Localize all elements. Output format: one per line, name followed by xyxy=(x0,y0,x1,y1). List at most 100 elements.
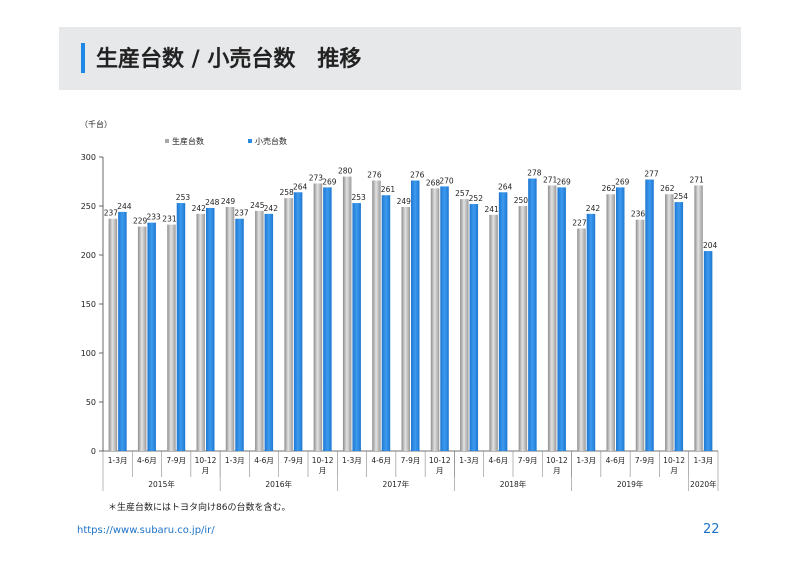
x-category-label: 1-3月 xyxy=(576,456,596,465)
data-label: 269 xyxy=(322,177,337,186)
bar-production xyxy=(284,198,293,451)
x-category-label: 1-3月 xyxy=(342,456,362,465)
bar-retail xyxy=(235,218,244,451)
data-label: 271 xyxy=(689,175,704,184)
x-category-label: 7-9月 xyxy=(166,456,186,465)
x-category-label: 10-12 xyxy=(663,456,685,465)
data-label: 276 xyxy=(367,171,382,180)
x-category-label: 月 xyxy=(670,466,678,475)
data-label: 250 xyxy=(514,196,529,205)
data-label: 269 xyxy=(557,177,572,186)
bar-retail xyxy=(206,207,215,451)
data-label: 244 xyxy=(117,202,132,211)
data-label: 280 xyxy=(338,167,353,176)
bar-production xyxy=(489,214,498,451)
bar-production xyxy=(401,206,410,451)
x-category-label: 10-12 xyxy=(195,456,217,465)
bar-production xyxy=(577,228,586,451)
year-label: 2017年 xyxy=(383,479,410,489)
ir-url-link[interactable]: https://www.subaru.co.jp/ir/ xyxy=(77,525,215,536)
data-label: 257 xyxy=(455,189,470,198)
unit-label: （千台） xyxy=(80,119,112,129)
bar-retail xyxy=(176,203,186,451)
bar-production xyxy=(665,194,674,452)
x-category-label: 月 xyxy=(436,466,444,475)
data-label: 264 xyxy=(293,182,308,191)
bar-production xyxy=(635,219,645,451)
x-category-label: 4-6月 xyxy=(137,456,157,465)
page-number: 22 xyxy=(703,522,720,537)
bar-retail xyxy=(264,213,274,451)
x-category-label: 10-12 xyxy=(312,456,334,465)
data-label: 269 xyxy=(615,177,630,186)
bar-production xyxy=(518,206,528,451)
title-banner: 生産台数 / 小売台数 推移 xyxy=(59,27,741,90)
data-label: 252 xyxy=(469,194,484,203)
bar-production xyxy=(137,226,147,451)
data-label: 270 xyxy=(439,176,454,185)
bar-retail xyxy=(674,202,684,451)
footnote: ＊生産台数にはトヨタ向け86の台数を含む。 xyxy=(108,503,291,513)
data-label: 245 xyxy=(250,201,265,210)
bar-production xyxy=(196,213,205,451)
x-category-label: 4-6月 xyxy=(371,456,391,465)
legend-swatch-2 xyxy=(248,139,252,143)
title-accent-bar xyxy=(81,43,85,73)
bar-production xyxy=(108,218,118,451)
year-label: 2018年 xyxy=(500,479,527,489)
x-category-label: 7-9月 xyxy=(283,456,303,465)
data-label: 253 xyxy=(176,193,191,202)
x-category-label: 1-3月 xyxy=(459,456,479,465)
bar-production xyxy=(547,185,557,452)
x-category-label: 1-3月 xyxy=(693,456,713,465)
data-label: 249 xyxy=(397,197,412,206)
x-category-label: 7-9月 xyxy=(401,456,421,465)
bar-retail xyxy=(381,195,391,451)
legend-label-1: 生産台数 xyxy=(172,136,204,146)
y-tick-label: 50 xyxy=(86,398,96,407)
data-label: 248 xyxy=(205,198,220,207)
data-label: 271 xyxy=(543,175,558,184)
bar-retail xyxy=(147,222,156,451)
bar-production xyxy=(167,224,176,451)
x-category-label: 4-6月 xyxy=(254,456,274,465)
data-label: 233 xyxy=(147,213,162,222)
data-label: 262 xyxy=(660,184,675,193)
x-category-label: 月 xyxy=(202,466,210,475)
year-label: 2015年 xyxy=(148,479,175,489)
bar-retail xyxy=(645,179,654,452)
bar-retail xyxy=(352,203,361,451)
data-label: 277 xyxy=(644,170,659,179)
data-label: 229 xyxy=(133,217,148,226)
data-label: 231 xyxy=(162,215,177,224)
data-label: 236 xyxy=(631,210,646,219)
data-label: 261 xyxy=(381,185,396,194)
data-label: 273 xyxy=(309,173,324,182)
data-label: 237 xyxy=(234,209,249,218)
y-tick-label: 250 xyxy=(81,202,96,211)
data-label: 242 xyxy=(192,204,207,213)
legend-swatch-1 xyxy=(165,139,169,143)
bar-production xyxy=(606,194,615,452)
data-label: 237 xyxy=(104,209,119,218)
y-tick-label: 200 xyxy=(81,251,96,260)
data-label: 227 xyxy=(572,219,587,228)
bar-retail xyxy=(293,192,303,451)
x-category-label: 4-6月 xyxy=(488,456,508,465)
bar-production xyxy=(225,206,235,451)
x-category-label: 10-12 xyxy=(429,456,451,465)
bar-production xyxy=(694,185,703,452)
data-label: 278 xyxy=(527,169,542,178)
bar-retail xyxy=(411,180,420,451)
bar-retail xyxy=(557,187,566,451)
bar-production xyxy=(255,210,264,451)
x-category-label: 7-9月 xyxy=(635,456,655,465)
bar-retail xyxy=(118,211,127,451)
bar-production xyxy=(342,176,352,451)
page-title: 生産台数 / 小売台数 推移 xyxy=(96,47,362,72)
year-label: 2019年 xyxy=(617,479,644,489)
data-label: 253 xyxy=(352,193,367,202)
legend-label-2: 小売台数 xyxy=(255,136,287,146)
y-tick-label: 0 xyxy=(91,447,96,456)
